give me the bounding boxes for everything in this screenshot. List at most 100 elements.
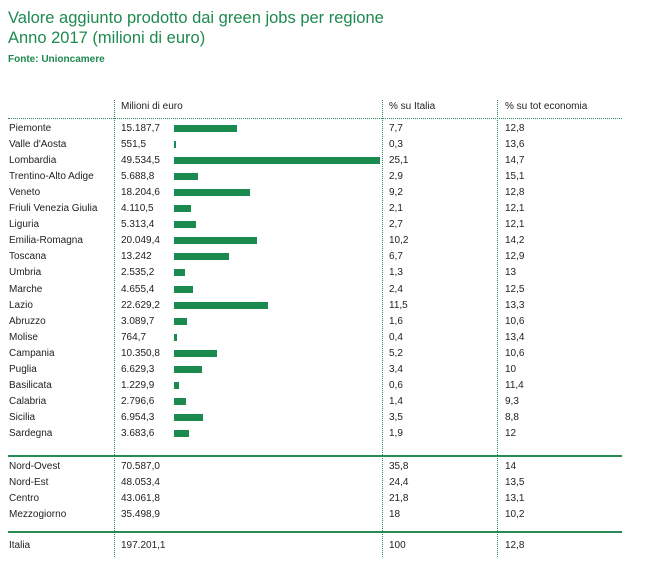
table-row: Liguria 5.313,4 2,7 12,1 [0,217,646,233]
row-value: 49.534,5 [121,155,160,167]
row-pct-economia: 10 [505,363,517,375]
row-value: 551,5 [121,139,147,151]
row-value: 6.954,3 [121,411,155,423]
row-pct-economia: 14,2 [505,235,525,247]
row-name: Puglia [9,363,37,375]
row-pct-economia: 11,4 [505,379,524,391]
value-bar [174,301,269,309]
table-row: Sicilia 6.954,3 3,5 8,8 [0,410,646,426]
row-value: 2.535,2 [121,267,155,279]
row-pct-italia: 2,9 [389,171,403,183]
row-value: 15.187,7 [121,123,160,134]
row-pct-italia: 0,6 [389,379,403,391]
row-value: 197.201,1 [121,540,166,551]
row-pct-economia: 12,5 [505,283,525,295]
table-row: Trentino-Alto Adige 5.688,8 2,9 15,1 [0,169,646,185]
row-pct-italia: 2,4 [389,283,403,295]
value-bar [174,189,250,197]
row-pct-italia: 7,7 [389,123,403,134]
row-value: 70.587,0 [121,461,160,472]
row-pct-economia: 13,1 [505,493,525,505]
row-name: Abruzzo [9,315,46,327]
table-divider [8,455,622,457]
row-value: 48.053,4 [121,477,160,489]
value-bar [174,237,258,245]
row-name: Emilia-Romagna [9,235,83,247]
row-value: 43.061,8 [121,493,160,505]
table-row: Campania 10.350,8 5,2 10,6 [0,346,646,362]
row-pct-economia: 13,6 [505,139,525,151]
column-divider [382,100,383,557]
chart-title: Valore aggiunto prodotto dai green jobs … [8,8,384,48]
row-pct-economia: 14 [505,461,517,472]
row-pct-economia: 14,7 [505,155,525,167]
row-name: Marche [9,283,43,295]
title-line-1: Valore aggiunto prodotto dai green jobs … [8,9,384,27]
row-pct-economia: 8,8 [505,411,519,423]
row-name: Mezzogiorno [9,509,67,521]
table-row: Toscana 13.242 6,7 12,9 [0,249,646,265]
value-bar [174,365,202,373]
row-value: 1.229,9 [121,379,155,391]
table-row: Veneto 18.204,6 9,2 12,8 [0,185,646,201]
table-row: Umbria 2.535,2 1,3 13 [0,265,646,281]
row-value: 3.683,6 [121,427,155,439]
value-bar [174,429,190,437]
row-value: 3.089,7 [121,315,155,327]
row-name: Trentino-Alto Adige [9,171,94,183]
value-bar [174,173,198,181]
row-pct-italia: 3,4 [389,363,403,375]
row-pct-economia: 15,1 [505,171,525,183]
table-row: Nord-Ovest 70.587,0 35,8 14 [0,459,646,475]
table-row: Basilicata 1.229,9 0,6 11,4 [0,378,646,394]
row-pct-economia: 10,6 [505,315,525,327]
table-row: Valle d'Aosta 551,5 0,3 13,6 [0,137,646,153]
value-bar [174,205,192,213]
row-value: 4.110,5 [121,203,154,215]
value-bar [174,397,186,405]
table-row: Centro 43.061,8 21,8 13,1 [0,491,646,507]
row-pct-italia: 100 [389,540,406,551]
row-pct-economia: 10,6 [505,347,525,359]
table-row: Marche 4.655,4 2,4 12,5 [0,282,646,298]
value-bar [174,317,187,325]
row-name: Basilicata [9,379,52,391]
row-value: 5.313,4 [121,219,155,231]
row-pct-italia: 1,4 [389,395,403,407]
row-name: Sardegna [9,427,53,439]
row-pct-economia: 12,8 [505,123,525,134]
row-pct-italia: 5,2 [389,347,403,359]
source-note: Fonte: Unioncamere [8,54,105,65]
row-pct-economia: 13,4 [505,331,525,343]
header-pct-italia: % su Italia [389,101,436,112]
row-name: Molise [9,331,38,343]
row-pct-economia: 13 [505,267,517,279]
row-pct-economia: 12,1 [505,219,525,231]
table-row: Italia 197.201,1 100 12,8 [0,538,646,554]
row-pct-italia: 11,5 [389,299,408,311]
table-row: Mezzogiorno 35.498,9 18 10,2 [0,507,646,523]
table-row: Nord-Est 48.053,4 24,4 13,5 [0,475,646,491]
row-value: 6.629,3 [121,363,155,375]
table-row: Puglia 6.629,3 3,4 10 [0,362,646,378]
row-value: 13.242 [121,251,152,263]
table-divider [8,118,622,119]
row-pct-italia: 21,8 [389,493,409,505]
table-row: Lazio 22.629,2 11,5 13,3 [0,298,646,314]
row-value: 18.204,6 [121,187,160,199]
row-pct-italia: 6,7 [389,251,403,263]
value-bar [174,285,194,293]
row-value: 5.688,8 [121,171,155,183]
row-pct-economia: 10,2 [505,509,525,521]
row-pct-economia: 12,1 [505,203,525,215]
row-pct-italia: 10,2 [389,235,409,247]
value-bar [174,333,178,341]
row-name: Centro [9,493,40,505]
row-value: 10.350,8 [121,347,160,359]
row-value: 2.796,6 [121,395,155,407]
row-name: Piemonte [9,123,52,134]
title-line-2: Anno 2017 (milioni di euro) [8,29,206,47]
row-pct-italia: 1,6 [389,315,403,327]
row-pct-italia: 3,5 [389,411,403,423]
row-pct-italia: 18 [389,509,401,521]
